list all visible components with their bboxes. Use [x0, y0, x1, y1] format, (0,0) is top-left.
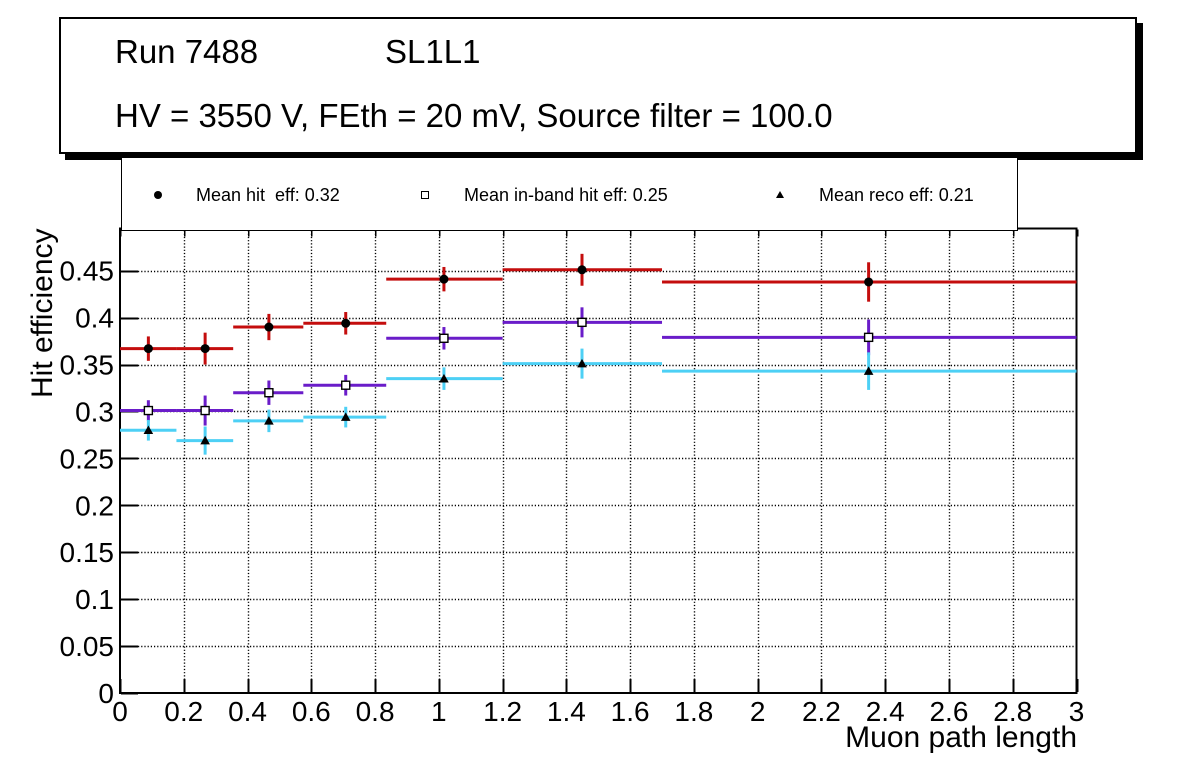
legend-label-hit-eff: Mean hit eff: 0.32: [196, 185, 340, 205]
layer-title: SL1L1: [385, 33, 481, 70]
svg-text:0.3: 0.3: [75, 396, 114, 427]
legend-filled-triangle-icon: [776, 191, 784, 198]
legend: Mean hit eff: 0.32 Mean in-band hit eff:…: [121, 157, 1018, 231]
svg-text:2.2: 2.2: [802, 696, 841, 727]
legend-label-inband-eff: Mean in-band hit eff: 0.25: [464, 185, 668, 205]
legend-label-reco-eff: Mean reco eff: 0.21: [819, 185, 974, 205]
svg-text:0.4: 0.4: [228, 696, 267, 727]
svg-text:1.8: 1.8: [674, 696, 713, 727]
svg-text:0.45: 0.45: [60, 256, 115, 287]
svg-text:0.25: 0.25: [60, 443, 115, 474]
svg-text:0.35: 0.35: [60, 350, 115, 381]
svg-text:0.1: 0.1: [75, 584, 114, 615]
run-title: Run 7488: [115, 33, 259, 70]
svg-text:0: 0: [98, 678, 114, 709]
svg-text:0.8: 0.8: [356, 696, 395, 727]
title-box: Run 7488 SL1L1 HV = 3550 V, FEth = 20 mV…: [59, 17, 1137, 154]
svg-text:2.4: 2.4: [866, 696, 905, 727]
svg-text:2.6: 2.6: [929, 696, 968, 727]
y-axis-title: Hit efficiency: [26, 228, 59, 398]
svg-text:3: 3: [1069, 696, 1085, 727]
svg-text:2.8: 2.8: [993, 696, 1032, 727]
svg-text:1.6: 1.6: [611, 696, 650, 727]
legend-filled-circle-icon: [154, 191, 162, 199]
svg-text:0: 0: [112, 696, 128, 727]
svg-text:1: 1: [431, 696, 447, 727]
svg-text:1.4: 1.4: [547, 696, 586, 727]
svg-text:0.2: 0.2: [164, 696, 203, 727]
svg-text:0.6: 0.6: [292, 696, 331, 727]
svg-text:0.15: 0.15: [60, 537, 115, 568]
svg-text:2: 2: [750, 696, 766, 727]
svg-text:0.2: 0.2: [75, 490, 114, 521]
x-axis-title: Muon path length: [845, 721, 1077, 754]
conditions-title: HV = 3550 V, FEth = 20 mV, Source filter…: [115, 97, 833, 134]
svg-text:0.05: 0.05: [60, 631, 115, 662]
legend-open-square-icon: [421, 191, 429, 199]
svg-text:1.2: 1.2: [483, 696, 522, 727]
svg-text:0.4: 0.4: [75, 303, 114, 334]
